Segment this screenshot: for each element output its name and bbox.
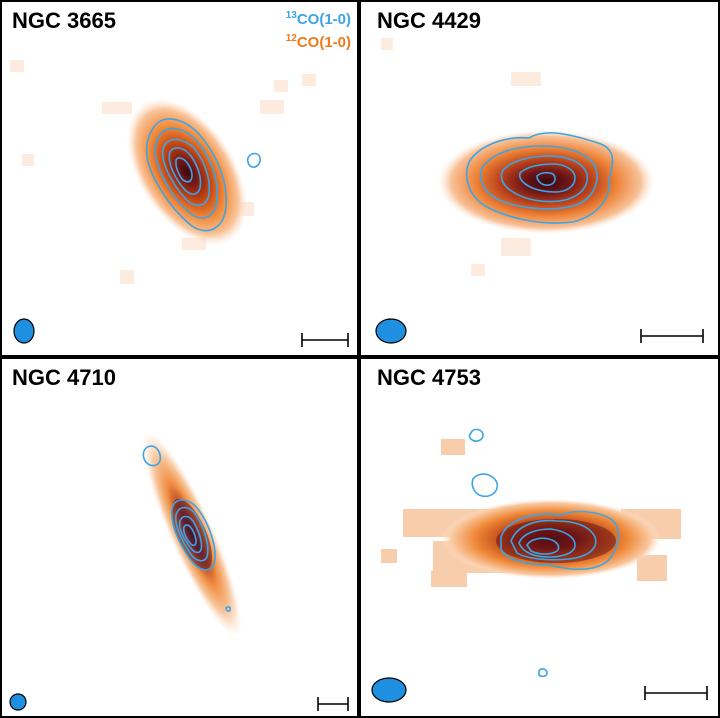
emission-map <box>371 428 708 703</box>
galaxy-name: NGC 4429 <box>377 8 481 33</box>
galaxy-name: NGC 4710 <box>12 365 116 390</box>
co13-contours <box>468 428 620 678</box>
legend-12co: 12CO(1-0) <box>285 33 351 51</box>
galaxy-name: NGC 4753 <box>377 365 481 390</box>
scale-bar <box>644 686 708 700</box>
scale-bar <box>317 697 349 711</box>
emission-map <box>10 60 349 347</box>
legend: 13CO(1-0) 12CO(1-0) <box>286 6 351 52</box>
panel-ngc4710: NGC 4710 <box>0 357 359 718</box>
panel-ngc4753: NGC 4753 <box>359 357 720 718</box>
co13-contours <box>465 132 614 224</box>
beam-ellipse <box>9 693 27 711</box>
scale-bar <box>640 329 704 343</box>
panel-ngc3665: NGC 3665 13CO(1-0) 12CO(1-0) <box>0 0 359 357</box>
co13-contours <box>145 118 261 232</box>
panel-ngc4429: NGC 4429 <box>359 0 720 357</box>
beam-ellipse <box>13 318 35 344</box>
galaxy-name: NGC 3665 <box>12 8 116 33</box>
faint-patches <box>381 38 541 276</box>
beam-ellipse <box>375 318 407 344</box>
beam-ellipse <box>371 677 407 703</box>
co13-contours <box>142 445 231 612</box>
emission-map <box>375 38 704 344</box>
legend-13co: 13CO(1-0) <box>285 10 351 28</box>
emission-map <box>9 431 349 711</box>
scale-bar <box>301 333 349 347</box>
